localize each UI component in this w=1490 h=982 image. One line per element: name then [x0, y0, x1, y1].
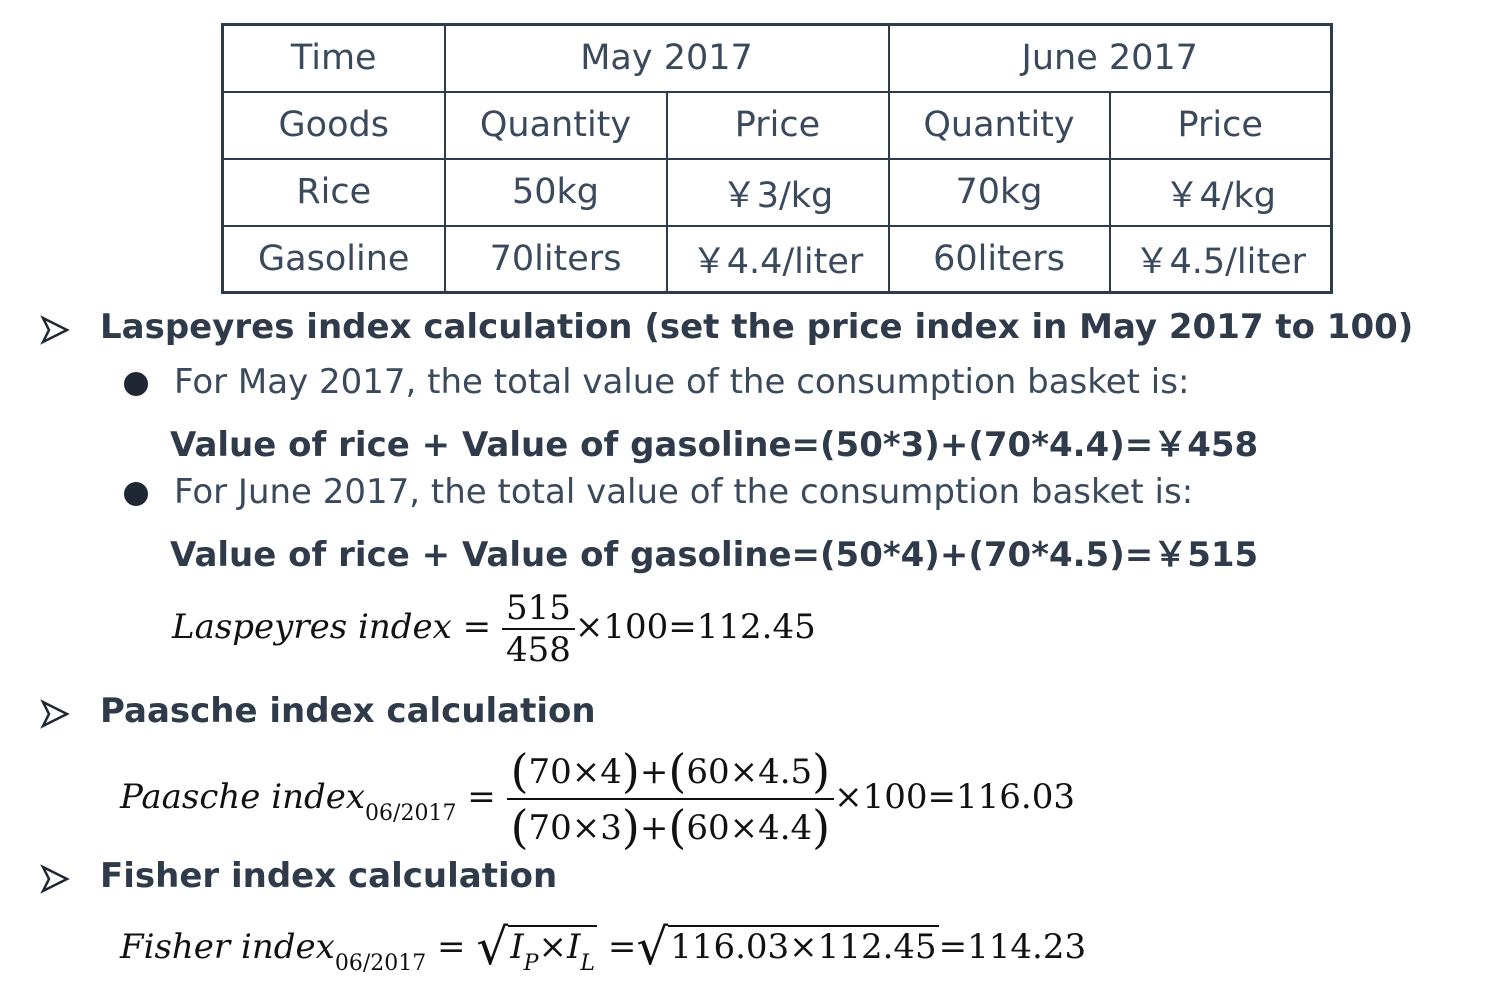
- paasche-formula: Paasche index06/2017 = (70×4)+(60×4.5) (…: [120, 744, 1075, 854]
- paasche-result: =116.03: [927, 777, 1075, 817]
- laspeyres-result: =112.45: [668, 607, 816, 647]
- laspeyres-fraction: 515 458: [501, 588, 575, 670]
- table-header-june-quantity: Quantity: [887, 90, 1111, 160]
- laspeyres-numerator: 515: [501, 588, 575, 630]
- laspeyres-june-bullet: For June 2017, the total value of the co…: [174, 472, 1194, 512]
- arrowhead-bullet-icon: [40, 864, 70, 894]
- table-header-june-price: Price: [1108, 90, 1333, 160]
- table-cell-june-2017: June 2017: [887, 23, 1333, 93]
- paasche-num-term-b: 60×4.5: [686, 752, 813, 792]
- fisher-formula: Fisher index06/2017 = √IP×IL =√116.03×11…: [120, 918, 1086, 976]
- fisher-sqrt-values: √116.03×112.45: [636, 918, 939, 976]
- paasche-fraction: (70×4)+(60×4.5) (70×3)+(60×4.4): [506, 744, 835, 854]
- equals-sign: =: [437, 927, 466, 967]
- table-cell-may-price: ￥3/kg: [665, 157, 890, 227]
- table-cell-good: Rice: [221, 157, 446, 227]
- paasche-heading: Paasche index calculation: [100, 691, 596, 731]
- fisher-formula-name: Fisher index: [120, 927, 335, 967]
- table-cell-time-label: Time: [221, 23, 446, 93]
- table-cell-june-price: ￥4/kg: [1108, 157, 1333, 227]
- table-row-time: Time May 2017 June 2017: [221, 23, 1333, 93]
- table-row-goods: Goods Quantity Price Quantity Price: [221, 90, 1333, 160]
- fisher-heading: Fisher index calculation: [100, 856, 558, 896]
- table-header-may-quantity: Quantity: [443, 90, 668, 160]
- equals-sign: =: [462, 607, 492, 647]
- paasche-multiplier: ×100: [834, 777, 928, 817]
- fisher-subscript: 06/2017: [334, 951, 427, 976]
- table-cell-may-price: ￥4.4/liter: [665, 224, 890, 294]
- arrowhead-bullet-icon: [40, 699, 70, 729]
- table-cell-good: Gasoline: [221, 224, 446, 294]
- paasche-num-term-a: 70×4: [528, 752, 622, 792]
- laspeyres-heading: Laspeyres index calculation (set the pri…: [100, 307, 1414, 347]
- fisher-sqrt-indices: √IP×IL: [476, 918, 598, 976]
- arrowhead-bullet-icon: [40, 315, 70, 345]
- table-cell-may-quantity: 70liters: [443, 224, 668, 294]
- paasche-denominator: (70×3)+(60×4.4): [510, 800, 831, 854]
- laspeyres-formula: Laspeyres index = 515 458 ×100=112.45: [172, 588, 816, 670]
- table-cell-june-price: ￥4.5/liter: [1108, 224, 1333, 294]
- table-row: Gasoline 70liters ￥4.4/liter 60liters ￥4…: [221, 224, 1333, 294]
- equals-sign: =: [467, 777, 496, 817]
- paasche-den-term-b: 60×4.4: [686, 808, 813, 848]
- price-quantity-table: Time May 2017 June 2017 Goods Quantity P…: [221, 23, 1333, 294]
- laspeyres-multiplier: ×100: [574, 607, 669, 647]
- table-cell-goods-label: Goods: [221, 90, 446, 160]
- equals-sign: =: [607, 927, 637, 967]
- table-cell-may-quantity: 50kg: [443, 157, 668, 227]
- radical-sign-icon: √: [636, 918, 669, 976]
- paasche-numerator: (70×4)+(60×4.5): [506, 744, 835, 800]
- table-cell-may-2017: May 2017: [443, 23, 890, 93]
- laspeyres-may-bullet: For May 2017, the total value of the con…: [174, 362, 1190, 402]
- table-header-may-price: Price: [665, 90, 890, 160]
- bullet-dot-icon: [124, 372, 148, 396]
- radical-sign-icon: √: [476, 918, 509, 976]
- bullet-dot-icon: [124, 482, 148, 506]
- table-row: Rice 50kg ￥3/kg 70kg ￥4/kg: [221, 157, 1333, 227]
- table-cell-june-quantity: 70kg: [887, 157, 1111, 227]
- paasche-den-term-a: 70×3: [528, 808, 622, 848]
- laspeyres-formula-name: Laspeyres index: [172, 607, 452, 647]
- laspeyres-denominator: 458: [505, 630, 571, 670]
- table-cell-june-quantity: 60liters: [887, 224, 1111, 294]
- fisher-result: =114.23: [938, 927, 1087, 967]
- laspeyres-may-value: Value of rice + Value of gasoline=(50*3)…: [170, 425, 1259, 465]
- paasche-subscript: 06/2017: [365, 801, 457, 826]
- laspeyres-june-value: Value of rice + Value of gasoline=(50*4)…: [170, 535, 1259, 575]
- paasche-formula-name: Paasche index: [120, 777, 366, 817]
